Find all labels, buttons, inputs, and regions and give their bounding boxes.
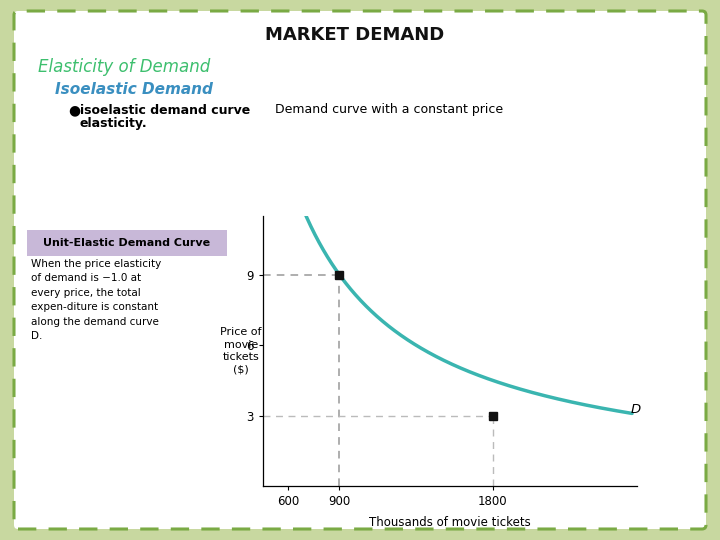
Text: Elasticity of Demand: Elasticity of Demand — [38, 58, 210, 76]
Text: Demand curve with a constant price: Demand curve with a constant price — [275, 104, 503, 117]
Text: elasticity.: elasticity. — [80, 118, 148, 131]
Text: Isoelastic Demand: Isoelastic Demand — [55, 82, 213, 97]
Text: Unit-Elastic Demand Curve: Unit-Elastic Demand Curve — [43, 238, 210, 248]
Y-axis label: Price of
movie
tickets
($): Price of movie tickets ($) — [220, 327, 261, 375]
Text: isoelastic demand curve: isoelastic demand curve — [80, 104, 251, 117]
Text: ●: ● — [68, 103, 80, 117]
Text: MARKET DEMAND: MARKET DEMAND — [266, 26, 445, 44]
Text: When the price elasticity
of demand is −1.0 at
every price, the total
expen­ditu: When the price elasticity of demand is −… — [31, 259, 161, 341]
X-axis label: Thousands of movie tickets: Thousands of movie tickets — [369, 516, 531, 529]
FancyBboxPatch shape — [14, 11, 706, 529]
FancyBboxPatch shape — [27, 230, 227, 256]
Text: $D$: $D$ — [631, 403, 642, 416]
